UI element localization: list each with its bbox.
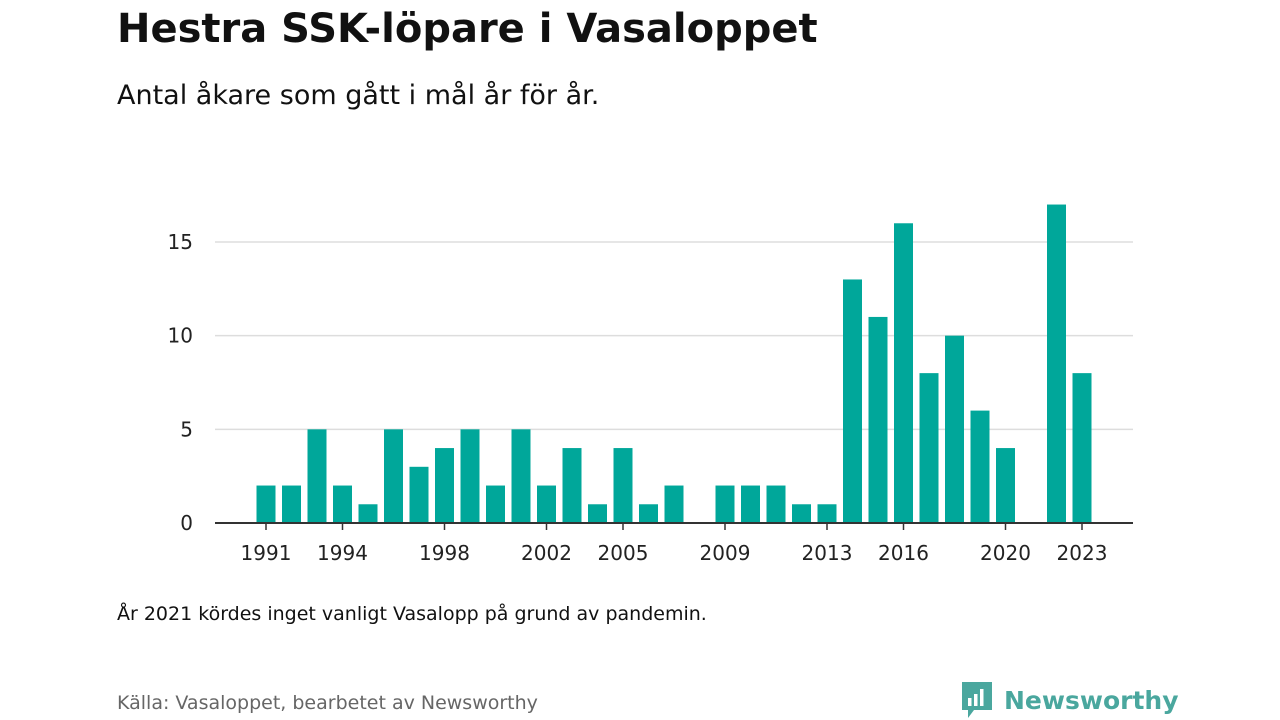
bar-1996 — [384, 429, 403, 523]
bar-2019 — [970, 410, 990, 523]
chart-note: År 2021 kördes inget vanligt Vasalopp på… — [117, 603, 707, 625]
y-tick-label: 15 — [168, 230, 193, 254]
bar-1995 — [358, 504, 378, 523]
bar-1993 — [307, 429, 327, 523]
x-tick-label: 2002 — [521, 541, 572, 565]
bar-1992 — [282, 485, 301, 523]
y-tick-label: 0 — [180, 511, 193, 535]
x-tick-label: 1998 — [419, 541, 470, 565]
y-tick-label: 5 — [180, 417, 193, 441]
bar-2002 — [537, 485, 556, 523]
bar-2022 — [1047, 204, 1066, 524]
bar-2010 — [741, 485, 760, 523]
brand-name: Newsworthy — [1004, 685, 1179, 715]
bar-2012 — [792, 504, 811, 523]
bars — [256, 204, 1092, 524]
bar-2000 — [486, 485, 505, 523]
x-tick-label: 2020 — [980, 541, 1031, 565]
x-tick-label: 2005 — [598, 541, 649, 565]
bar-2017 — [919, 373, 939, 523]
x-tick-label: 2016 — [878, 541, 929, 565]
bar-2015 — [868, 316, 888, 523]
chart-subtitle: Antal åkare som gått i mål år för år. — [117, 80, 600, 111]
y-tick-label: 10 — [168, 324, 193, 348]
bar-1997 — [409, 466, 429, 523]
bar-2011 — [766, 485, 786, 523]
bar-2016 — [894, 223, 913, 523]
bar-2005 — [613, 448, 633, 523]
x-tick-label: 2023 — [1057, 541, 1108, 565]
bar-1998 — [435, 448, 454, 523]
newsworthy-logo[interactable]: Newsworthy — [960, 680, 1179, 720]
bar-2014 — [843, 279, 862, 523]
chart-title: Hestra SSK-löpare i Vasaloppet — [117, 6, 818, 52]
bar-1991 — [256, 485, 276, 523]
x-tick-label: 2009 — [700, 541, 751, 565]
gridlines — [215, 241, 1133, 431]
source-text: Källa: Vasaloppet, bearbetet av Newswort… — [117, 692, 538, 714]
newsworthy-icon — [962, 682, 992, 718]
bar-2006 — [639, 504, 658, 523]
bar-2018 — [945, 335, 964, 523]
x-tick-label: 1991 — [241, 541, 292, 565]
bar-1999 — [460, 429, 480, 523]
axes: 0 5 10 15 1991 1994 1998 2002 2005 2009 2013 2016 20… — [168, 230, 1133, 565]
bar-2007 — [664, 485, 684, 523]
bar-2001 — [511, 429, 531, 523]
bar-2023 — [1072, 373, 1092, 523]
bar-2003 — [562, 448, 582, 523]
bar-2020 — [996, 448, 1015, 523]
x-tick-label: 2013 — [802, 541, 853, 565]
bar-1994 — [333, 485, 352, 523]
bar-2009 — [715, 485, 735, 523]
bar-2004 — [588, 504, 607, 523]
x-tick-label: 1994 — [317, 541, 368, 565]
bar-2013 — [817, 504, 837, 523]
